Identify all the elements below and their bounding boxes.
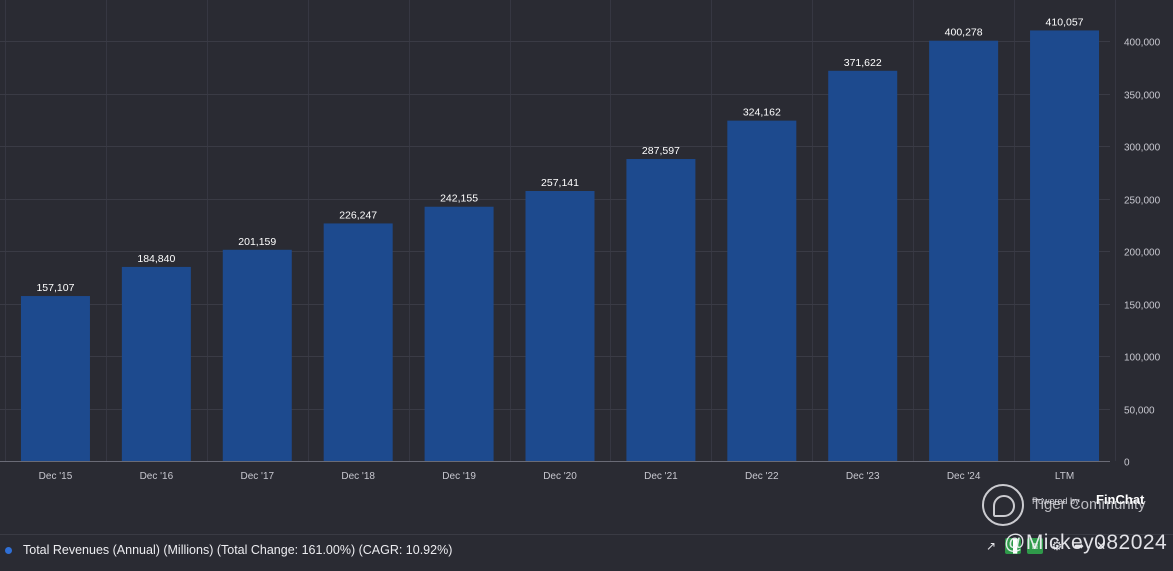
x-tick-label: Dec '22 <box>745 471 779 482</box>
bar-value-label: 201,159 <box>238 236 276 248</box>
bar <box>121 266 191 461</box>
bar-series <box>20 30 1100 462</box>
x-tick-label: LTM <box>1055 471 1074 482</box>
line-chart-icon[interactable]: ↗ <box>985 539 997 553</box>
powered-by-text: Powered by <box>1032 496 1080 506</box>
tiger-logo-icon <box>982 484 1024 526</box>
legend-label: Total Revenues (Annual) (Millions) (Tota… <box>23 543 453 557</box>
finchat-brand: FinChat <box>1096 492 1145 507</box>
y-axis: 0 50,000 100,000 150,000 200,000 250,000 300,0… <box>1124 38 1161 469</box>
chart-legend: Total Revenues (Annual) (Millions) (Tota… <box>0 534 1173 565</box>
bar-chart: 157,107 184,840 201,159 226,247 242,155 257,1… <box>0 0 1161 482</box>
bar-value-label: 287,597 <box>642 145 680 157</box>
x-tick-label: Dec '15 <box>39 471 73 482</box>
x-tick-label: Dec '21 <box>644 471 678 482</box>
tiger-community-text: Tiger Community <box>1032 496 1146 513</box>
bar-value-label: 400,278 <box>945 27 983 39</box>
bar-value-label: 324,162 <box>743 107 781 119</box>
y-tick-label: 300,000 <box>1124 143 1161 154</box>
bar <box>424 206 494 461</box>
bar <box>323 223 393 461</box>
y-tick-label: 0 <box>1124 458 1130 469</box>
legend-swatch <box>5 546 12 554</box>
bar <box>1030 30 1100 461</box>
x-tick-label: Dec '18 <box>341 471 375 482</box>
table-icon[interactable]: ≡ <box>1027 538 1043 554</box>
y-tick-label: 250,000 <box>1124 196 1161 207</box>
bar <box>626 159 696 462</box>
x-axis: Dec '15 Dec '16 Dec '17 Dec '18 Dec '19 Dec '… <box>39 471 1075 482</box>
bar-value-label: 242,155 <box>440 193 478 205</box>
x-tick-label: Dec '20 <box>543 471 577 482</box>
y-tick-label: 50,000 <box>1124 406 1155 417</box>
bar-value-label: 157,107 <box>36 282 74 294</box>
bar <box>727 120 797 462</box>
bar-value-labels: 157,107 184,840 201,159 226,247 242,155 257,1… <box>36 16 1083 294</box>
y-tick-label: 150,000 <box>1124 301 1161 312</box>
bar <box>929 40 999 461</box>
y-tick-label: 350,000 <box>1124 91 1161 102</box>
bar <box>222 249 292 461</box>
bar <box>20 296 90 461</box>
bar-value-label: 410,057 <box>1046 16 1084 28</box>
watermark-handle: @Mickey082024 <box>1004 531 1168 554</box>
x-tick-label: Dec '17 <box>240 471 274 482</box>
bar-value-label: 371,622 <box>844 57 882 69</box>
settings-icon[interactable]: ⚙ <box>1051 539 1063 553</box>
x-tick-label: Dec '19 <box>442 471 476 482</box>
y-tick-label: 100,000 <box>1124 353 1161 364</box>
chart-toolbar: ↗ ▐ ≡ ⚙ ➦ ✕ <box>983 538 1109 554</box>
x-tick-label: Dec '24 <box>947 471 981 482</box>
watermark: Powered by FinChat Tiger Community <box>982 484 1167 530</box>
bar <box>525 191 595 461</box>
close-icon[interactable]: ✕ <box>1095 539 1107 553</box>
bar <box>828 70 898 461</box>
bar-value-label: 184,840 <box>137 253 175 265</box>
bar-value-label: 257,141 <box>541 177 579 189</box>
bar-value-label: 226,247 <box>339 209 377 221</box>
y-tick-label: 400,000 <box>1124 38 1161 49</box>
share-icon[interactable]: ➦ <box>1073 539 1085 553</box>
bar-chart-icon[interactable]: ▐ <box>1005 538 1021 554</box>
x-tick-label: Dec '23 <box>846 471 880 482</box>
y-tick-label: 200,000 <box>1124 248 1161 259</box>
x-tick-label: Dec '16 <box>140 471 174 482</box>
